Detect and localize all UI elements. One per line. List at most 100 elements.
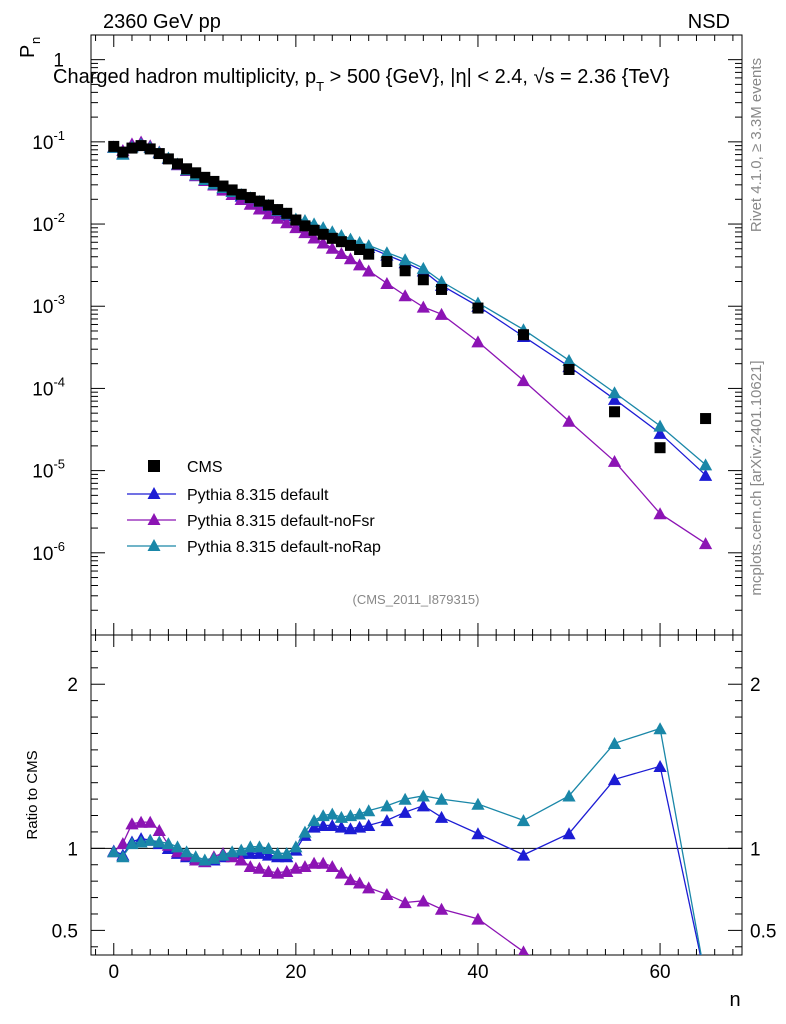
- pythia-8-315-default-norap-point: [416, 261, 430, 274]
- cms-point: [472, 302, 484, 314]
- side-label-rivet: Rivet 4.1.0, ≥ 3.3M events: [748, 58, 765, 232]
- pythia-8-315-default-ratio-point: [362, 819, 376, 832]
- pythia-8-315-default-nofsr-point: [280, 216, 294, 229]
- pythia-8-315-default-ratio-point: [562, 827, 576, 840]
- pythia-8-315-default-ratio-point: [325, 819, 339, 832]
- cms-point: [208, 175, 220, 187]
- pythia-8-315-default-nofsr-ratio-point: [398, 896, 412, 909]
- pythia-8-315-default-norap-ratio-point: [607, 737, 622, 749]
- pythia-8-315-default-norap-ratio-point: [216, 848, 230, 861]
- pythia-8-315-default-point: [698, 468, 713, 481]
- ratio-series-group: [107, 722, 702, 955]
- cms-point: [244, 192, 256, 204]
- pythia-8-315-default-line: [113, 143, 707, 476]
- cms-point: [281, 207, 293, 219]
- cms-point: [290, 214, 302, 226]
- title-sub: T: [316, 79, 324, 94]
- cms-point: [272, 204, 284, 216]
- pythia-8-315-default-norap-ratio-point: [471, 797, 485, 810]
- pythia-8-315-default-norap-ratio-point: [189, 850, 203, 863]
- pythia-8-315-default-nofsr-ratio-point: [518, 945, 529, 955]
- pythia-8-315-default-nofsr-point: [343, 252, 358, 265]
- pythia-8-315-default-norap-ratio-point: [380, 799, 394, 812]
- pythia-8-315-default-nofsr-ratio-point: [325, 860, 339, 873]
- y-tick-label: 1: [53, 51, 64, 72]
- pythia-8-315-default-norap-ratio-point: [416, 789, 430, 802]
- pythia-8-315-default-nofsr-ratio-point: [471, 912, 485, 925]
- pythia-8-315-default-norap-ratio-point: [398, 792, 412, 805]
- cms-point: [700, 413, 712, 425]
- pythia-8-315-default-nofsr-ratio-point: [243, 860, 257, 873]
- pythia-8-315-default-nofsr-ratio-point: [234, 853, 248, 866]
- pythia-8-315-default-nofsr-ratio-point: [280, 865, 294, 877]
- pythia-8-315-default-ratio-point: [416, 799, 430, 812]
- pythia-8-315-default-nofsr-ratio-point: [134, 815, 148, 828]
- pythia-8-315-default-nofsr-ratio-point: [252, 861, 267, 874]
- main-series-group: [107, 135, 713, 550]
- y-tick-label: 10-2: [32, 210, 65, 236]
- legend-label-default: Pythia 8.315 default: [187, 487, 329, 504]
- cms-point: [326, 232, 338, 244]
- pythia-8-315-default-nofsr-point: [416, 300, 430, 313]
- ratio-y-tick-label-right: 0.5: [750, 921, 776, 942]
- pythia-8-315-default-norap-ratio-point: [516, 814, 531, 827]
- cms-point: [399, 265, 411, 277]
- pythia-8-315-default-nofsr-ratio-point: [343, 873, 358, 886]
- pythia-8-315-default-norap-ratio-point: [161, 837, 176, 850]
- plot-title: Charged hadron multiplicity, pT > 500 {G…: [53, 66, 670, 94]
- analysis-label: (CMS_2011_I879315): [353, 592, 480, 607]
- main-ylabel-base: P: [17, 45, 39, 58]
- cms-point: [199, 171, 211, 183]
- pythia-8-315-default-nofsr-ratio-point: [352, 876, 367, 889]
- cms-point: [126, 142, 138, 154]
- pythia-8-315-default-norap-ratio-line: [113, 727, 702, 955]
- cms-point: [144, 143, 156, 155]
- energy-label: 2360 GeV pp: [103, 11, 221, 33]
- pythia-8-315-default-norap-point: [380, 246, 394, 259]
- cms-point: [190, 167, 202, 179]
- pythia-8-315-default-norap-ratio-point: [234, 843, 248, 856]
- pythia-8-315-default-norap-point: [607, 386, 622, 399]
- cms-point: [654, 442, 666, 454]
- pythia-8-315-default-norap-point: [698, 458, 713, 471]
- main-ylabel: P n: [17, 37, 43, 58]
- legend-item-cms: CMS: [148, 459, 223, 476]
- cms-point: [517, 329, 529, 341]
- x-axis-label: n: [729, 989, 740, 1011]
- pythia-8-315-default-nofsr-point: [607, 454, 622, 467]
- ratio-panel-frame: [90, 634, 743, 956]
- pythia-8-315-default-norap-ratio-point: [352, 807, 367, 820]
- pythia-8-315-default-norap-ratio-point: [280, 846, 294, 859]
- pythia-8-315-default-nofsr-point: [434, 307, 449, 320]
- pythia-8-315-default-nofsr-ratio-point: [316, 856, 330, 869]
- pythia-8-315-default-norap-ratio-point: [179, 845, 194, 858]
- pythia-8-315-default-nofsr-point: [516, 374, 531, 387]
- pythia-8-315-default-nofsr-point: [307, 231, 321, 244]
- cms-point: [226, 184, 238, 196]
- pythia-8-315-default-ratio-point: [434, 810, 449, 823]
- pythia-8-315-default-norap-point: [398, 253, 412, 266]
- x-tick-label: 60: [649, 962, 670, 983]
- pythia-8-315-default-norap-ratio-point: [271, 846, 285, 859]
- pythia-8-315-default-nofsr-point: [271, 211, 285, 224]
- cms-point: [117, 146, 129, 158]
- cms-point: [363, 248, 375, 260]
- x-tick-label: 40: [467, 962, 488, 983]
- pythia-8-315-default-nofsr-ratio-point: [152, 823, 166, 836]
- pythia-8-315-default-nofsr-point: [316, 236, 330, 249]
- pythia-8-315-default-nofsr-point: [352, 258, 367, 271]
- legend: CMS Pythia 8.315 default Pythia 8.315 de…: [127, 459, 381, 556]
- cms-point: [609, 406, 621, 418]
- pythia-8-315-default-norap-ratio-point: [307, 814, 321, 827]
- ratio-y-tick-label-right: 2: [750, 675, 761, 696]
- cms-point: [344, 239, 356, 251]
- pythia-8-315-default-nofsr-point: [653, 507, 667, 520]
- main-ylabel-sub: n: [28, 37, 43, 44]
- pythia-8-315-default-norap-point: [653, 419, 667, 432]
- cms-point: [162, 153, 174, 165]
- cms-point: [299, 220, 311, 232]
- pythia-8-315-default-nofsr-point: [325, 241, 339, 254]
- title-part-a: Charged hadron multiplicity, p: [53, 66, 316, 88]
- cms-point: [235, 188, 247, 200]
